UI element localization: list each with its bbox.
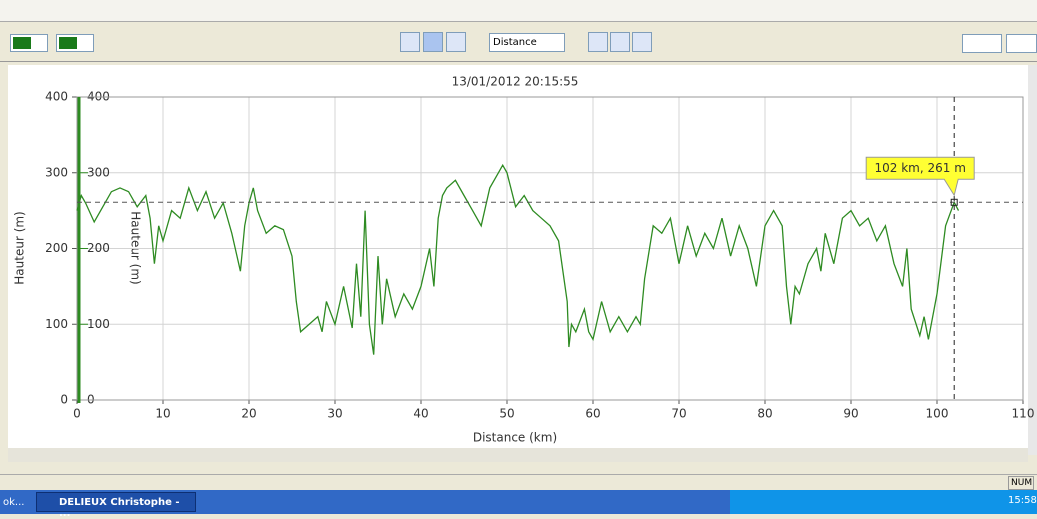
y-tick-label: 100	[45, 317, 68, 331]
y-tick-label: 400	[45, 90, 68, 104]
band-button[interactable]	[423, 32, 443, 52]
scrollbar[interactable]	[8, 448, 1028, 462]
y-tick-label: 300	[87, 165, 110, 179]
zoom-fit[interactable]	[632, 32, 652, 52]
system-tray: 15:58	[730, 490, 1037, 514]
curve-button[interactable]	[446, 32, 466, 52]
chart-title: 13/01/2012 20:15:55	[452, 75, 579, 89]
x-tick-label: 20	[241, 407, 256, 421]
dropdown[interactable]	[1006, 34, 1037, 53]
y-tick-label: 0	[60, 393, 68, 407]
x-tick-label: 70	[671, 407, 686, 421]
scrollbar[interactable]	[1028, 65, 1037, 455]
x-tick-label: 100	[926, 407, 949, 421]
zoom-out[interactable]	[610, 32, 630, 52]
x-tick-label: 50	[499, 407, 514, 421]
y-tick-label: 100	[87, 317, 110, 331]
x-tick-label: 110	[1012, 407, 1035, 421]
taskbar: ok... DELIEUX Christophe - ... 15:58	[0, 490, 1037, 514]
axis-select[interactable]: Distance	[489, 33, 565, 52]
taskbar-item[interactable]: DELIEUX Christophe - ...	[36, 492, 196, 512]
crosshair-button[interactable]	[400, 32, 420, 52]
num-indicator: NUM	[1008, 476, 1034, 490]
x-tick-label: 40	[413, 407, 428, 421]
y-tick-label: 200	[45, 241, 68, 255]
x-tick-label: 90	[843, 407, 858, 421]
chart-background	[8, 65, 1028, 455]
color-picker[interactable]	[10, 34, 48, 52]
status-bar: NUM	[0, 474, 1037, 490]
x-tick-label: 60	[585, 407, 600, 421]
taskbar-item[interactable]: ok...	[0, 494, 30, 512]
chart: 13/01/2012 20:15:55 Distance (km) Hauteu…	[0, 63, 1037, 463]
y-axis-label: Hauteur (m)	[13, 211, 27, 284]
y-tick-label: 200	[87, 241, 110, 255]
color-picker[interactable]	[56, 34, 94, 52]
dropdown[interactable]	[962, 34, 1002, 53]
x-tick-label: 0	[73, 407, 81, 421]
x-tick-label: 10	[155, 407, 170, 421]
toolbar: Distance	[0, 24, 1037, 62]
y-tick-label: 300	[45, 165, 68, 179]
x-tick-label: 30	[327, 407, 342, 421]
x-tick-label: 80	[757, 407, 772, 421]
app-window: Distance 13/01/2012 20:15:55 Distance (k…	[0, 0, 1037, 514]
ruler-strip	[0, 0, 1037, 22]
x-axis-label: Distance (km)	[473, 431, 557, 445]
clock: 15:58	[1008, 495, 1037, 506]
zoom-in[interactable]	[588, 32, 608, 52]
tooltip-text: 102 km, 261 m	[874, 161, 965, 175]
